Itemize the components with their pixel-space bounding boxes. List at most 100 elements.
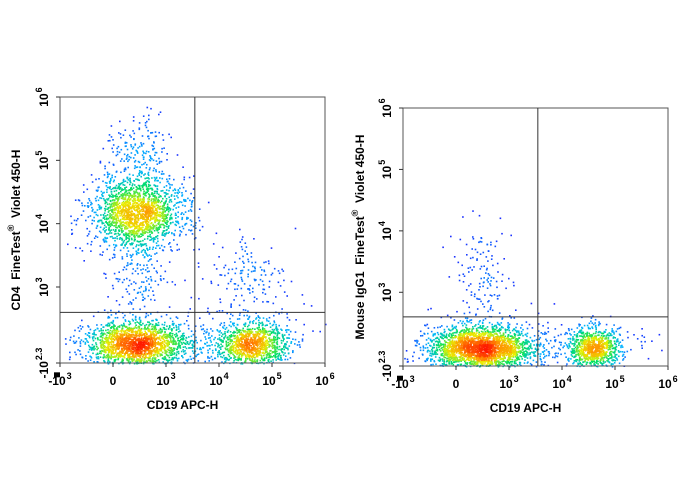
event-dot	[95, 343, 98, 346]
event-dot	[271, 324, 274, 327]
event-dot	[129, 189, 131, 192]
event-dot	[179, 233, 181, 236]
event-dot	[181, 204, 184, 207]
event-dot	[125, 236, 127, 238]
event-dot	[144, 336, 146, 338]
event-dot	[283, 338, 285, 340]
event-dot	[178, 191, 181, 193]
event-dot	[88, 344, 90, 347]
event-dot	[249, 354, 251, 357]
event-dot	[168, 351, 171, 354]
event-dot	[265, 342, 267, 345]
event-dot	[138, 229, 140, 232]
event-dot	[97, 347, 99, 350]
event-dot	[175, 357, 178, 359]
event-dot	[154, 330, 156, 333]
event-dot	[93, 237, 96, 239]
event-dot	[257, 349, 259, 351]
event-dot	[220, 322, 223, 325]
event-dot	[109, 182, 111, 184]
event-dot	[169, 349, 171, 352]
event-dot	[102, 197, 105, 200]
event-dot	[128, 225, 131, 228]
event-dot	[127, 224, 129, 227]
event-dot	[272, 331, 274, 334]
event-dot	[141, 217, 144, 219]
event-dot	[147, 185, 150, 188]
event-dot	[130, 230, 132, 232]
event-dot	[273, 267, 276, 270]
event-dot	[110, 214, 113, 216]
event-dot	[237, 356, 239, 359]
event-dot	[144, 194, 146, 196]
event-dot	[149, 210, 152, 212]
event-dot	[75, 219, 78, 222]
event-dot	[275, 353, 277, 355]
event-dot	[113, 272, 116, 275]
event-dot	[128, 338, 131, 341]
event-dot	[158, 361, 161, 363]
event-dot	[152, 342, 154, 344]
event-dot	[165, 328, 167, 331]
event-dot	[164, 195, 166, 197]
event-dot	[227, 329, 230, 332]
event-dot	[236, 329, 238, 332]
event-dot	[148, 159, 151, 161]
event-dot	[261, 348, 263, 351]
event-dot	[229, 321, 232, 323]
event-dot	[129, 263, 131, 265]
event-dot	[166, 325, 168, 328]
event-dot	[149, 352, 151, 354]
event-dot	[221, 356, 224, 359]
event-dot	[121, 221, 123, 224]
event-dot	[88, 198, 90, 200]
event-dot	[214, 357, 217, 360]
event-dot	[280, 342, 283, 344]
event-dot	[133, 236, 136, 239]
event-dot	[113, 243, 115, 246]
event-dot	[147, 227, 150, 229]
event-dot	[117, 193, 120, 195]
event-dot	[152, 330, 155, 333]
event-dot	[275, 346, 278, 348]
event-dot	[93, 211, 96, 214]
event-dot	[215, 342, 218, 344]
event-dot	[259, 339, 262, 341]
event-dot	[123, 325, 126, 327]
event-dot	[140, 251, 143, 253]
event-dot	[106, 182, 108, 184]
event-dot	[101, 221, 103, 224]
event-dot	[151, 358, 154, 360]
event-dot	[147, 200, 149, 203]
event-dot	[125, 242, 128, 244]
event-dot	[146, 220, 148, 223]
event-dot	[130, 136, 132, 138]
event-dot	[123, 160, 125, 162]
event-dot	[161, 329, 163, 331]
event-dot	[160, 244, 163, 247]
event-dot	[164, 349, 166, 352]
event-dot	[242, 346, 244, 349]
event-dot	[221, 345, 224, 348]
event-dot	[138, 333, 141, 335]
event-dot	[168, 133, 170, 136]
event-dot	[123, 333, 126, 336]
event-dot	[109, 205, 112, 208]
event-dot	[108, 341, 110, 344]
event-dot	[141, 154, 144, 156]
event-dot	[120, 244, 122, 246]
event-dot	[108, 316, 111, 319]
event-dot	[253, 347, 255, 350]
event-dot	[193, 197, 195, 199]
event-dot	[127, 153, 129, 156]
event-dot	[230, 340, 233, 343]
event-dot	[115, 209, 117, 211]
event-dot	[137, 329, 140, 331]
event-dot	[176, 351, 178, 353]
event-dot	[120, 171, 122, 174]
event-dot	[257, 342, 259, 344]
event-dot	[219, 324, 221, 326]
event-dot	[154, 197, 156, 199]
event-dot	[238, 354, 240, 357]
event-dot	[124, 129, 127, 131]
